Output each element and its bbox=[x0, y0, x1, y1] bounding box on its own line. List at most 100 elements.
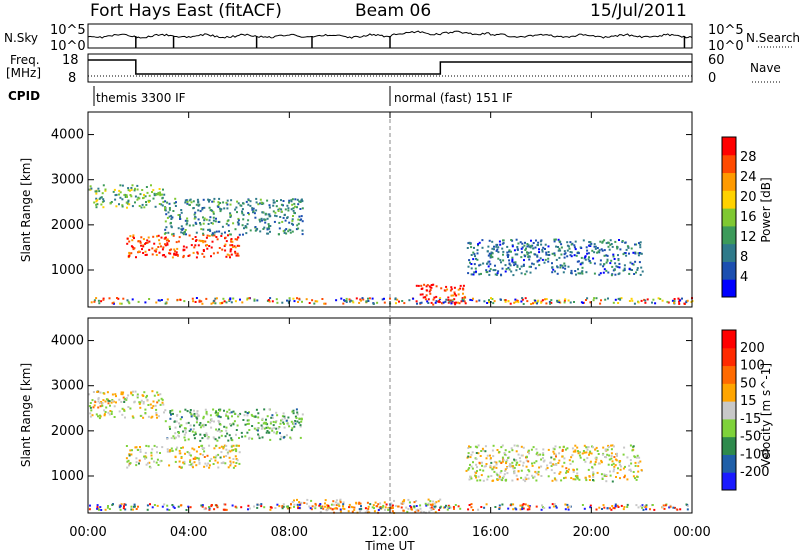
velocity-cell bbox=[310, 499, 313, 502]
velocity-cell bbox=[434, 511, 437, 514]
power-cell bbox=[181, 228, 184, 231]
power-cell bbox=[214, 297, 217, 300]
velocity-cell bbox=[609, 470, 611, 473]
velocity-cell bbox=[265, 418, 267, 421]
velocity-cell bbox=[515, 463, 518, 466]
power-cell bbox=[511, 260, 514, 263]
velocity-cell bbox=[119, 508, 122, 511]
power-cell bbox=[439, 297, 442, 300]
x-tick-label: 16:00 bbox=[472, 525, 509, 540]
velocity-cell bbox=[188, 430, 191, 432]
velocity-cell bbox=[203, 433, 206, 436]
power-cell bbox=[605, 261, 608, 264]
velocity-cell bbox=[195, 464, 198, 467]
power-cell bbox=[433, 296, 436, 299]
power-cell bbox=[577, 252, 580, 255]
power-cell bbox=[581, 272, 584, 275]
power-cell bbox=[166, 201, 169, 204]
velocity-cell bbox=[392, 507, 394, 509]
velocity-cell bbox=[174, 432, 177, 435]
power-cell bbox=[223, 300, 226, 303]
power-cell bbox=[685, 301, 688, 304]
power-cell bbox=[121, 205, 124, 208]
power-cell bbox=[520, 247, 523, 250]
velocity-cell bbox=[197, 414, 200, 417]
power-cell bbox=[241, 224, 244, 227]
power-cell bbox=[597, 250, 600, 253]
power-cell bbox=[475, 300, 478, 303]
velocity-cell bbox=[183, 433, 186, 436]
velocity-cell bbox=[151, 506, 154, 509]
velocity-cell bbox=[554, 505, 557, 508]
velocity-cell bbox=[525, 459, 528, 462]
velocity-cell bbox=[297, 505, 299, 508]
power-cell bbox=[491, 252, 494, 255]
velocity-cell bbox=[300, 501, 302, 504]
velocity-cell bbox=[146, 508, 149, 511]
power-cell bbox=[501, 267, 504, 270]
power-cell bbox=[577, 260, 580, 263]
power-cell bbox=[423, 283, 426, 286]
power-cell bbox=[516, 253, 519, 256]
power-cell bbox=[167, 211, 170, 214]
velocity-cell bbox=[266, 415, 269, 418]
velocity-cell bbox=[185, 422, 188, 425]
velocity-cell bbox=[522, 461, 525, 464]
velocity-cell bbox=[513, 444, 516, 447]
velocity-cell bbox=[536, 451, 539, 454]
velocity-cell bbox=[572, 478, 575, 481]
power-cell bbox=[444, 289, 447, 292]
velocity-cell bbox=[498, 504, 501, 507]
power-cell bbox=[585, 246, 588, 249]
power-cell bbox=[506, 254, 509, 257]
power-cell bbox=[627, 246, 630, 249]
power-cell bbox=[605, 242, 608, 245]
velocity-cell bbox=[150, 457, 153, 460]
power-cell bbox=[442, 301, 445, 304]
velocity-cell bbox=[299, 425, 302, 428]
power-cell bbox=[131, 205, 134, 208]
velocity-cell bbox=[188, 453, 191, 456]
velocity-cell bbox=[136, 396, 139, 399]
velocity-cell bbox=[434, 502, 437, 505]
velocity-cell bbox=[560, 479, 563, 482]
power-cell bbox=[523, 244, 526, 247]
velocity-cell bbox=[216, 413, 219, 416]
velocity-cell bbox=[163, 503, 166, 506]
power-cell bbox=[195, 239, 198, 241]
power-cell bbox=[161, 204, 164, 207]
power-cell bbox=[206, 247, 209, 250]
power-colorbar-label: Power [dB] bbox=[759, 177, 773, 242]
power-cell bbox=[244, 225, 247, 227]
velocity-cell bbox=[520, 476, 523, 479]
velocity-cell bbox=[489, 454, 491, 457]
velocity-cell bbox=[408, 501, 411, 504]
velocity-cell bbox=[135, 508, 138, 510]
velocity-cell bbox=[215, 504, 218, 507]
power-cell bbox=[134, 187, 136, 190]
power-cell bbox=[586, 297, 589, 300]
velocity-cell bbox=[191, 447, 194, 450]
velocity-cell bbox=[109, 404, 111, 407]
power-cell bbox=[485, 271, 488, 273]
power-cell bbox=[621, 240, 624, 242]
power-cell bbox=[593, 243, 596, 246]
velocity-cell bbox=[156, 391, 159, 394]
power-cell bbox=[167, 231, 170, 234]
power-cell bbox=[579, 263, 582, 266]
power-cell bbox=[211, 200, 214, 203]
power-cell bbox=[104, 188, 107, 191]
power-cell bbox=[530, 251, 532, 254]
power-cell bbox=[601, 241, 604, 244]
velocity-cell bbox=[139, 414, 142, 417]
power-cell bbox=[297, 218, 300, 221]
velocity-cell bbox=[499, 478, 502, 481]
velocity-cell bbox=[172, 505, 175, 508]
velocity-cell bbox=[319, 503, 322, 505]
velocity-cell bbox=[589, 450, 592, 453]
velocity-cell bbox=[318, 504, 321, 507]
velocity-cell bbox=[553, 458, 556, 461]
velocity-cell bbox=[429, 506, 432, 509]
velocity-cell bbox=[607, 444, 610, 447]
velocity-cell bbox=[143, 455, 146, 458]
